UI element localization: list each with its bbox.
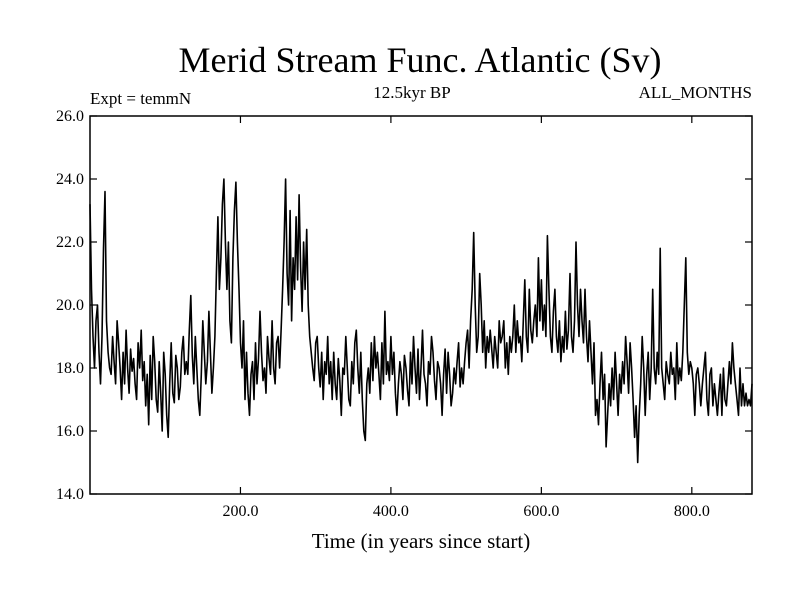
y-axis: 14.0 16.0 18.0 20.0 22.0 24.0 26.0 — [56, 108, 752, 503]
y-tick-label: 26.0 — [56, 108, 84, 125]
x-axis-label: Time (in years since start) — [312, 529, 531, 553]
header-right-label: ALL_MONTHS — [639, 83, 752, 102]
header-center-label: 12.5kyr BP — [373, 83, 450, 102]
x-tick-label: 400.0 — [373, 503, 409, 520]
series-line — [89, 178, 753, 464]
y-tick-label: 20.0 — [56, 297, 84, 314]
y-tick-label: 16.0 — [56, 423, 84, 440]
plot-frame — [89, 115, 753, 495]
y-tick-label: 18.0 — [56, 360, 84, 377]
y-tick-label: 22.0 — [56, 234, 84, 251]
x-tick-label: 800.0 — [674, 503, 710, 520]
y-tick-label: 24.0 — [56, 171, 84, 188]
header-left-label: Expt = temmN — [90, 89, 191, 108]
x-tick-label: 600.0 — [523, 503, 559, 520]
x-axis: 200.0 400.0 600.0 800.0 — [222, 116, 710, 520]
y-tick-label: 14.0 — [56, 486, 84, 503]
x-tick-label: 200.0 — [222, 503, 258, 520]
chart-title: Merid Stream Func. Atlantic (Sv) — [179, 40, 662, 80]
